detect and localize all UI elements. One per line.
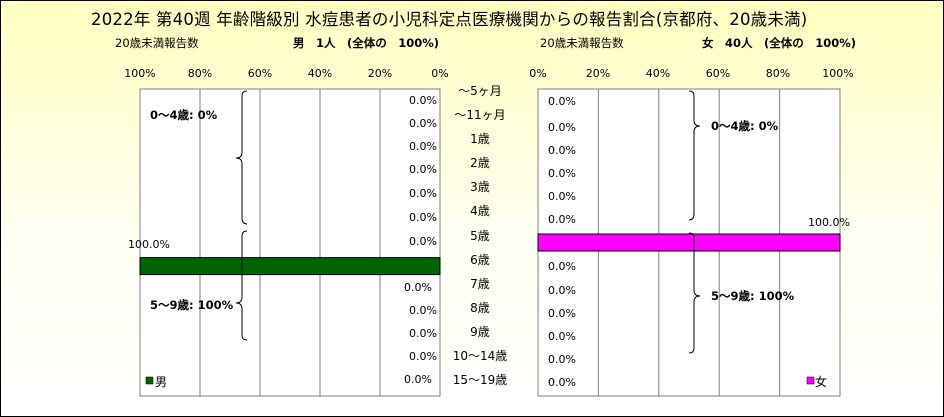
female-data-label: 100.0% <box>808 216 850 229</box>
female-brace-5-9 <box>688 232 701 354</box>
age-label: ～5ヶ月 <box>458 84 502 98</box>
male-data-label: 0.0% <box>409 187 437 200</box>
female-data-label: 0.0% <box>548 144 576 157</box>
male-data-label: 0.0% <box>409 211 437 224</box>
female-group-label-0-4: 0～4歳: 0% <box>711 119 779 133</box>
male-data-label: 0.0% <box>409 140 437 153</box>
female-data-label: 0.0% <box>548 95 576 108</box>
male-data-label: 0.0% <box>409 350 437 363</box>
female-group-label-5-9: 5～9歳: 100% <box>711 289 795 303</box>
female-xtick: 40% <box>645 67 671 80</box>
male-xtick: 40% <box>307 67 333 80</box>
male-plot-area <box>139 88 441 397</box>
male-data-label: 0.0% <box>404 373 432 386</box>
age-label: 1歳 <box>470 132 490 146</box>
male-group-label-0-4: 0～4歳: 0% <box>150 108 218 122</box>
female-data-label: 0.0% <box>548 376 576 389</box>
age-label: 2歳 <box>470 156 490 170</box>
female-data-label: 0.0% <box>548 330 576 343</box>
female-data-label: 0.0% <box>548 284 576 297</box>
female-data-label: 0.0% <box>548 213 576 226</box>
female-subtitle-right: 女 40人 (全体の 100%) <box>702 36 857 50</box>
female-data-label: 0.0% <box>548 260 576 273</box>
male-bar-7 <box>139 257 441 276</box>
male-xtick: 0% <box>431 67 449 80</box>
age-label: 5歳 <box>470 229 490 243</box>
female-subtitle-left: 20歳未満報告数 <box>540 36 624 50</box>
male-data-label: 0.0% <box>409 304 437 317</box>
female-data-label: 0.0% <box>548 167 576 180</box>
male-legend-swatch <box>145 376 154 385</box>
male-xtick: 80% <box>187 67 213 80</box>
female-legend-swatch <box>806 376 815 385</box>
age-label: ～11ヶ月 <box>454 108 506 122</box>
male-gridlines <box>199 89 381 396</box>
female-xtick: 60% <box>705 67 731 80</box>
female-bar-6 <box>537 233 841 252</box>
male-legend-label: 男 <box>155 375 168 389</box>
male-xtick: 20% <box>367 67 393 80</box>
male-data-label: 0.0% <box>409 235 437 248</box>
age-label: 10～14歳 <box>452 349 508 363</box>
male-data-label: 0.0% <box>404 281 432 294</box>
male-bars <box>139 257 441 276</box>
chart-title: 2022年 第40週 年齢階級別 水痘患者の小児科定点医療機関からの報告割合(京… <box>91 10 808 29</box>
female-data-label: 0.0% <box>548 307 576 320</box>
age-label: 9歳 <box>470 325 490 339</box>
female-xtick: 80% <box>765 67 791 80</box>
age-label: 6歳 <box>470 253 490 267</box>
male-brace-0-4 <box>235 90 248 225</box>
female-data-label: 0.0% <box>548 353 576 366</box>
age-label: 8歳 <box>470 301 490 315</box>
male-subtitle-left: 20歳未満報告数 <box>115 36 199 50</box>
age-label: 4歳 <box>470 204 490 218</box>
male-group-label-5-9: 5～9歳: 100% <box>150 298 234 312</box>
age-label: 7歳 <box>470 277 490 291</box>
age-label: 3歳 <box>470 180 490 194</box>
female-xtick: 100% <box>822 67 854 80</box>
female-data-label: 0.0% <box>548 121 576 134</box>
male-data-label: 100.0% <box>128 238 170 251</box>
male-xtick: 100% <box>124 67 156 80</box>
female-data-label: 0.0% <box>548 190 576 203</box>
female-bars <box>537 233 841 252</box>
female-legend-label: 女 <box>815 375 828 389</box>
male-data-label: 0.0% <box>409 94 437 107</box>
male-data-label: 0.0% <box>409 163 437 176</box>
male-xtick: 60% <box>247 67 273 80</box>
male-subtitle-right: 男 1人 (全体の 100%) <box>293 36 440 50</box>
age-label: 15～19歳 <box>452 373 508 387</box>
female-xtick: 20% <box>585 67 611 80</box>
male-data-label: 0.0% <box>409 117 437 130</box>
female-xtick: 0% <box>529 67 547 80</box>
male-data-label: 0.0% <box>409 327 437 340</box>
female-brace-0-4 <box>688 90 701 221</box>
male-brace-5-9 <box>235 230 248 341</box>
